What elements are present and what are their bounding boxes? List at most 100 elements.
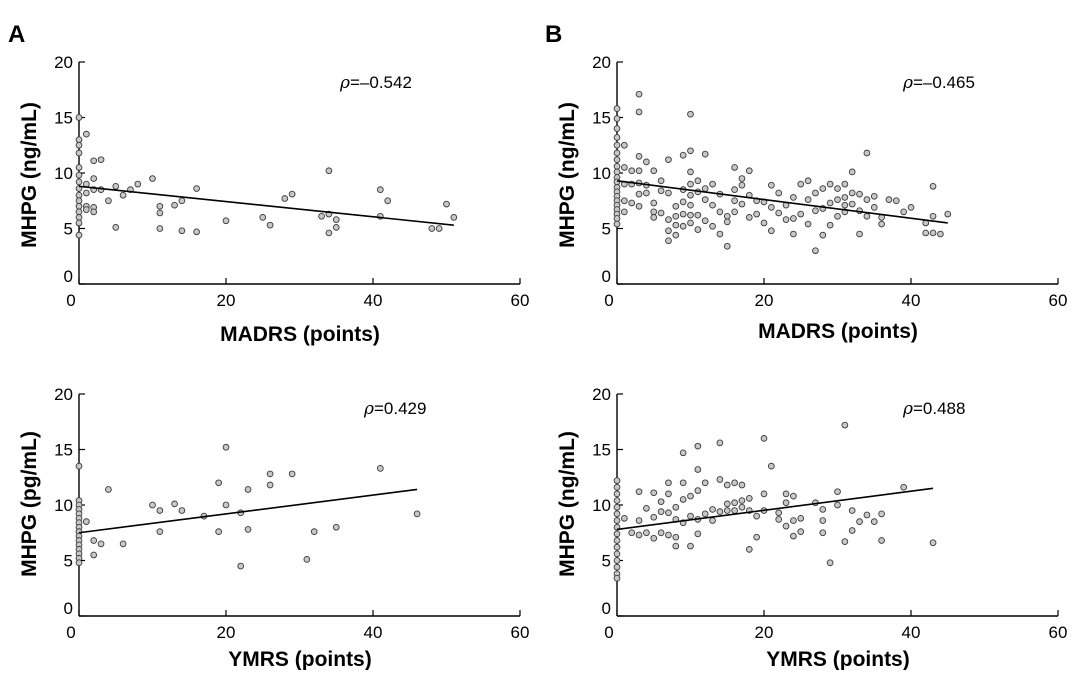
data-point-a [171,201,178,209]
data-point-b [856,230,863,238]
data-point-b [841,180,849,188]
data-point-a [75,136,83,144]
correlation-annotation-c: ρ=0.429 [363,399,426,419]
data-point-a [134,180,142,188]
data-point-b [797,210,805,218]
data-point-b [863,212,871,220]
data-point-d [687,512,694,520]
data-point-b [731,197,738,205]
data-point-b [790,230,797,238]
data-point-b [848,168,856,176]
data-point-b [635,108,643,116]
points-c [75,443,421,570]
data-point-b [841,194,849,201]
data-point-a [266,221,274,229]
trendline-b [616,179,948,224]
data-point-a [156,202,164,210]
data-point-c [156,507,164,514]
data-point-b [613,162,621,170]
data-point-d [790,492,797,500]
y-axis-title-a: MHPG (ng/mL) [18,102,41,248]
data-point-b [613,215,621,222]
data-point-c [288,470,296,478]
data-point-d [738,497,746,504]
data-point-b [687,180,694,188]
data-point-d [665,490,672,498]
data-point-c [82,518,90,526]
data-point-d [701,479,709,487]
x-tick-label-d: 0 [604,623,613,642]
data-point-c [105,486,112,493]
data-point-b [650,208,658,216]
y-tick-label-d: 20 [592,385,611,404]
x-axis-title-c: YMRS (points) [228,648,371,670]
axes-d: 0 20 40 60 0 5 10 15 20 [592,385,1067,642]
data-point-d [657,498,665,506]
x-tick-label-a: 20 [217,291,236,310]
data-point-c [75,462,83,470]
data-point-a [149,175,156,182]
data-point-b [907,204,915,211]
data-point-a [75,191,83,199]
data-point-d [834,501,841,509]
data-point-a [90,208,98,216]
data-point-d [782,499,790,507]
data-point-a [75,208,83,216]
data-point-d [900,483,908,491]
data-point-a [75,219,83,227]
data-point-b [613,178,621,186]
data-point-a [193,185,200,192]
data-point-d [878,537,885,544]
data-point-a [82,189,90,197]
x-tick-label-d: 60 [1049,623,1068,642]
data-point-d [863,511,871,519]
y-tick-label-a: 10 [54,164,73,183]
data-point-a [75,141,83,149]
data-point-d [650,489,658,497]
data-point-c [97,540,105,548]
data-point-b [767,204,775,211]
x-tick-label-c: 0 [66,623,75,642]
data-point-b [687,211,694,219]
x-tick-label-d: 40 [902,623,921,642]
data-point-b [635,202,643,210]
scatter-panel-d: 0 20 40 60 0 5 10 15 20 ρ=0.488 YMRS (points) MH… [556,385,1067,671]
data-point-b [657,187,665,195]
data-point-b [797,180,805,188]
axes-c: 0 20 40 60 0 5 10 15 20 [54,385,529,642]
data-point-b [929,229,937,237]
data-point-d [687,542,694,550]
data-point-b [613,220,621,228]
x-tick-label-a: 0 [66,291,75,310]
x-tick-label-d: 20 [755,623,774,642]
data-point-d [856,518,863,526]
data-point-a [112,224,120,231]
y-tick-label-b: 15 [592,109,611,128]
data-point-d [819,517,827,524]
x-axis-title-b: MADRS (points) [758,320,918,343]
data-point-d [723,481,731,489]
data-point-a [325,167,333,175]
data-point-d [753,533,761,541]
data-point-b [790,215,797,222]
data-point-d [797,514,805,522]
data-point-c [222,443,230,451]
data-point-b [635,153,643,160]
data-point-d [723,500,731,508]
data-point-b [613,105,621,112]
data-point-b [804,196,812,203]
data-point-b [687,191,694,199]
data-point-b [848,200,856,208]
data-point-d [745,494,753,502]
data-point-d [753,512,761,520]
scatter-panel-c: 0 20 40 60 0 5 10 15 20 ρ=0.429 YMRS (points) MH… [18,385,529,671]
data-point-a [75,164,83,171]
data-point-b [657,177,665,185]
data-point-d [819,506,827,513]
data-point-d [672,533,680,541]
data-point-c [90,551,98,559]
data-point-b [937,230,944,238]
data-point-b [929,182,937,190]
data-point-b [672,221,680,229]
